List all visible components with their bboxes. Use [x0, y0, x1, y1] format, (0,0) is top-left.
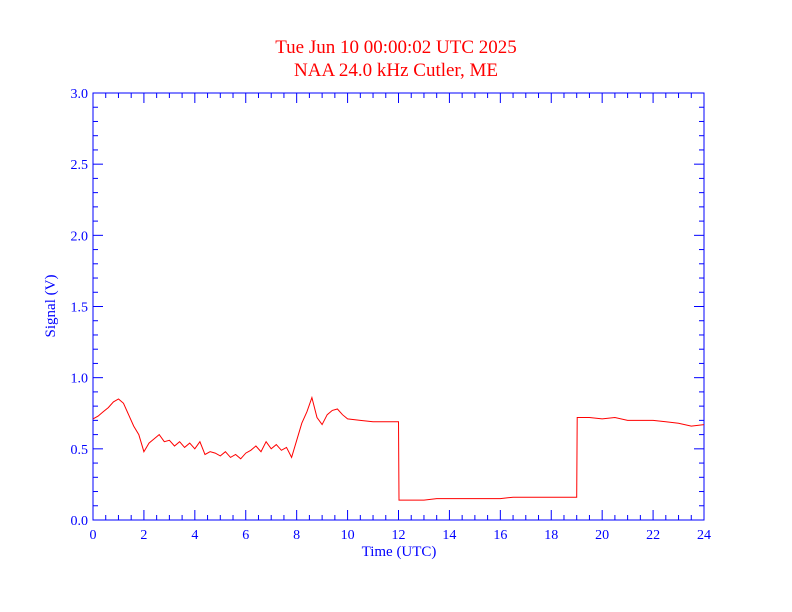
x-tick-label: 8 — [293, 528, 300, 543]
x-tick-label: 20 — [595, 528, 609, 543]
y-tick-label: 3.0 — [71, 87, 89, 102]
x-tick-label: 18 — [544, 528, 558, 543]
x-tick-label: 22 — [646, 528, 660, 543]
y-axis-label: Signal (V) — [43, 275, 59, 338]
chart-subtitle: NAA 24.0 kHz Cutler, ME — [294, 60, 498, 81]
x-tick-label: 14 — [442, 528, 456, 543]
y-tick-label: 2.0 — [71, 229, 89, 244]
series-line-signal — [92, 395, 705, 501]
x-tick-label: 4 — [191, 528, 198, 543]
chart-title: Tue Jun 10 00:00:02 UTC 2025 — [275, 37, 517, 58]
x-tick-label: 2 — [140, 528, 147, 543]
x-tick-label: 0 — [90, 528, 97, 543]
axis-ticks — [92, 92, 705, 521]
x-tick-label: 10 — [341, 528, 355, 543]
y-tick-label: 1.5 — [71, 301, 89, 316]
x-tick-labels: 0 2 4 6 8 10 12 14 16 18 20 22 24 — [90, 528, 712, 543]
x-tick-label: 6 — [242, 528, 249, 543]
x-tick-label: 16 — [493, 528, 507, 543]
x-tick-label: 24 — [697, 528, 711, 543]
y-tick-label: 0.0 — [71, 514, 89, 529]
y-tick-labels: 0.0 0.5 1.0 1.5 2.0 2.5 3.0 — [71, 87, 89, 529]
y-tick-label: 1.0 — [71, 372, 89, 387]
y-tick-label: 0.5 — [71, 443, 89, 458]
y-tick-label: 2.5 — [71, 158, 89, 173]
x-axis-label: Time (UTC) — [362, 544, 437, 560]
x-tick-label: 12 — [392, 528, 406, 543]
